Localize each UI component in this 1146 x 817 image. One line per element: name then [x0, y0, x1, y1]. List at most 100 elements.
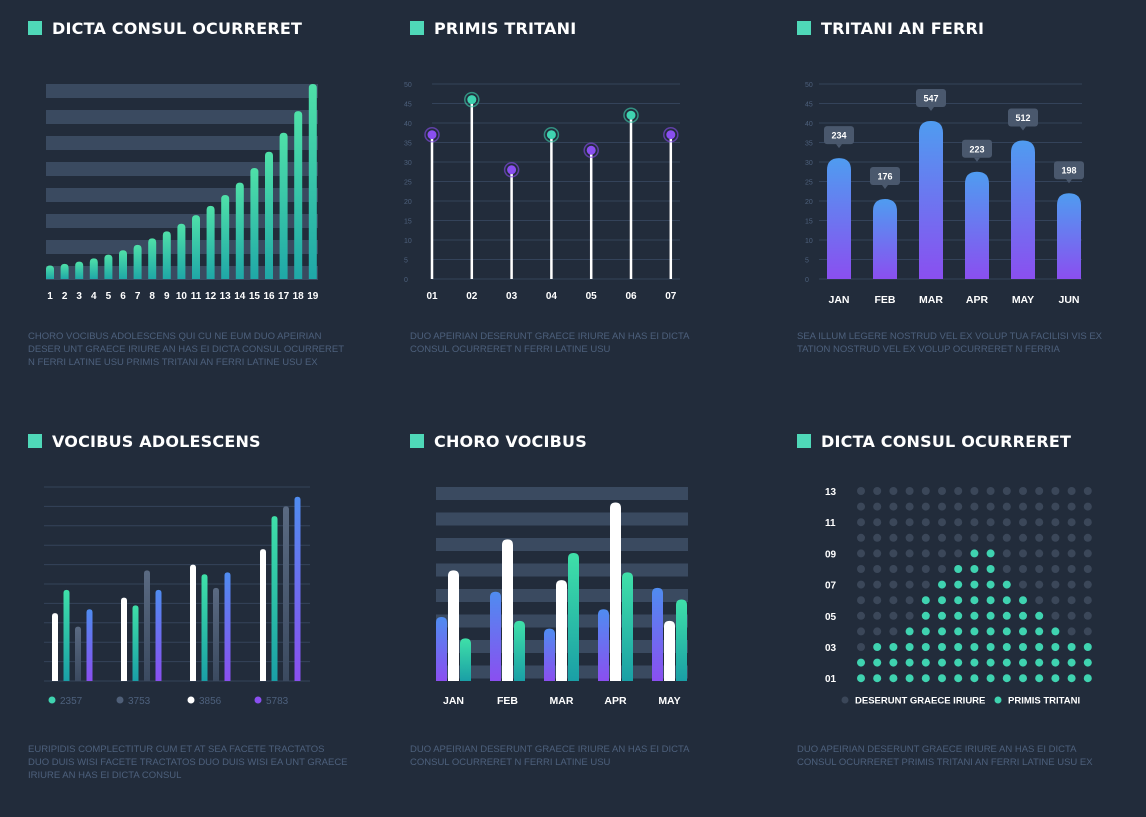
dot-filled: [1002, 674, 1011, 683]
dot-filled: [921, 643, 930, 651]
bar: [622, 572, 633, 681]
point-halo: [623, 107, 639, 123]
dot-filled: [1083, 643, 1092, 651]
dot-filled: [873, 674, 882, 683]
data-label: 234: [831, 131, 846, 141]
dot-empty: [1083, 518, 1092, 527]
y-tick-label: 5: [805, 258, 809, 265]
dot-empty: [889, 627, 898, 636]
dot-empty: [873, 518, 882, 527]
dot-empty: [857, 502, 865, 511]
x-tick-label: JUN: [1058, 294, 1079, 306]
x-tick-label: 2: [62, 291, 68, 302]
bar: [448, 570, 459, 681]
dot-empty: [1051, 518, 1060, 527]
dot-empty: [1035, 502, 1044, 511]
point-halo: [424, 126, 440, 143]
x-tick-label: 7: [135, 291, 141, 302]
bar: [213, 587, 219, 681]
dot-empty: [954, 502, 963, 511]
panel-title-text: DICTA CONSUL OCURRERET: [821, 431, 1072, 451]
y-tick-label: 15: [404, 219, 412, 226]
dot-empty: [1083, 549, 1092, 558]
data-label-pointer: [882, 185, 888, 190]
panel-lollipop: PRIMIS TRITANI 0 5 10 15 20 25 30 35 40 45 50 01 02 0…: [404, 14, 770, 404]
bar: [514, 620, 525, 681]
x-tick-label: 5: [106, 291, 112, 302]
bar: [75, 261, 84, 279]
dot-empty: [905, 487, 914, 495]
bar: [155, 589, 162, 681]
y-tick-label: 15: [805, 219, 813, 226]
chart-3: 0 5 10 15 20 25 30 35 40 45 50 234 JAN 176 FEB 547 MAR 22…: [805, 82, 1084, 306]
dot-empty: [1035, 549, 1044, 558]
dot-empty: [889, 487, 898, 495]
dot-filled: [1019, 643, 1027, 651]
x-tick-label: FEB: [875, 294, 896, 306]
dot-filled: [938, 643, 946, 651]
dot-filled: [1035, 643, 1044, 651]
dot-filled: [889, 674, 898, 683]
dot-empty: [938, 565, 946, 573]
dot-filled: [1083, 674, 1092, 683]
dot-filled: [954, 674, 963, 683]
dot-filled: [970, 580, 979, 589]
y-tick-label: 30: [805, 160, 813, 167]
data-point: [507, 165, 517, 175]
dot-filled: [1019, 674, 1027, 683]
dot-filled: [938, 674, 946, 683]
dot-empty: [1035, 518, 1044, 527]
dot-filled: [1035, 658, 1044, 667]
dot-empty: [873, 611, 882, 620]
legend-label: 5783: [266, 696, 289, 707]
dot-empty: [905, 502, 914, 511]
bar: [260, 549, 266, 681]
y-tick-label: 0: [805, 277, 809, 284]
dot-empty: [921, 518, 930, 527]
dot-filled: [954, 658, 963, 667]
dot-empty: [954, 533, 963, 542]
dot-empty: [1002, 565, 1011, 573]
dot-empty: [1083, 596, 1092, 605]
dot-empty: [1083, 580, 1092, 589]
dot-empty: [857, 580, 865, 589]
bar: [652, 587, 663, 681]
x-tick-label: 18: [293, 291, 305, 302]
dot-empty: [921, 565, 930, 573]
dot-empty: [1019, 487, 1027, 495]
data-label-bubble: [1008, 108, 1038, 127]
legend-label: 2357: [60, 696, 83, 707]
y-tick-label: 30: [404, 160, 412, 167]
y-tick-label: 13: [825, 487, 837, 498]
dot-empty: [857, 487, 865, 495]
dot-empty: [889, 565, 898, 573]
x-tick-label: MAY: [1012, 294, 1034, 306]
dot-filled: [938, 658, 946, 667]
background-stripe: [46, 110, 318, 124]
data-label: 198: [1061, 166, 1076, 176]
dot-empty: [1067, 565, 1076, 573]
x-tick-label: 9: [164, 291, 170, 302]
dot-empty: [921, 502, 930, 511]
x-tick-label: 19: [307, 291, 319, 302]
dot-empty: [873, 533, 882, 542]
dot-empty: [1083, 565, 1092, 573]
bar: [132, 605, 139, 681]
dot-empty: [889, 596, 898, 605]
legend-label: PRIMIS TRITANI: [1008, 696, 1080, 707]
point-halo: [663, 126, 679, 143]
bar: [133, 244, 142, 279]
x-tick-label: FEB: [497, 695, 518, 707]
y-tick-label: 03: [825, 643, 837, 654]
x-tick-label: 10: [176, 291, 188, 302]
dot-filled: [970, 643, 979, 651]
y-tick-label: 09: [825, 549, 837, 560]
x-tick-label: 16: [263, 291, 275, 302]
y-tick-label: 35: [404, 141, 412, 148]
dot-filled: [889, 658, 898, 667]
dot-empty: [889, 518, 898, 527]
bar: [436, 616, 447, 681]
dot-filled: [905, 674, 914, 683]
data-point: [586, 145, 596, 155]
dot-filled: [970, 611, 979, 620]
